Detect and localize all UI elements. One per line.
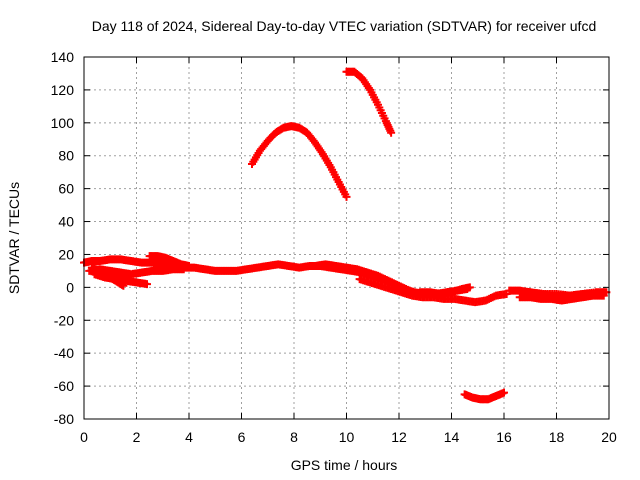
y-tick-label: -20: [54, 312, 74, 328]
series-arc-14: [460, 388, 508, 404]
y-tick-label: 20: [58, 246, 74, 262]
x-tick-label: 16: [496, 429, 512, 445]
x-tick-label: 6: [238, 429, 246, 445]
series-arc-2: [85, 265, 188, 279]
y-tick-label: 120: [51, 82, 75, 98]
x-tick-label: 10: [339, 429, 355, 445]
data-point: [465, 283, 474, 292]
grid-lines: [84, 57, 609, 419]
data-point: [143, 280, 151, 289]
series-arc-13: [342, 67, 396, 137]
x-tick-label: 2: [133, 429, 141, 445]
x-tick-label: 0: [80, 429, 88, 445]
data-point: [500, 388, 508, 397]
y-axis-ticks: -80 -60 -40 -20 0 20 40 60 80 100 120 140: [51, 49, 609, 427]
x-tick-label: 8: [290, 429, 298, 445]
x-tick-label: 4: [185, 429, 193, 445]
x-axis-label: GPS time / hours: [291, 457, 398, 473]
y-tick-label: 140: [51, 49, 75, 65]
x-tick-label: 12: [391, 429, 407, 445]
data-point: [342, 192, 351, 201]
data-points: [80, 67, 611, 404]
data-point: [387, 128, 396, 137]
y-tick-label: 100: [51, 115, 75, 131]
x-tick-label: 14: [444, 429, 460, 445]
x-tick-label: 20: [601, 429, 617, 445]
x-tick-label: 18: [549, 429, 565, 445]
series-arc-4: [87, 263, 128, 290]
y-axis-label: SDTVAR / TECUs: [6, 182, 22, 294]
y-tick-label: 80: [58, 148, 74, 164]
y-tick-label: 40: [58, 214, 74, 230]
series-arc-11: [526, 288, 611, 300]
series-arc-8: [416, 283, 474, 298]
chart-title: Day 118 of 2024, Sidereal Day-to-day VTE…: [92, 18, 596, 34]
data-point: [119, 281, 128, 290]
series-arc-12: [248, 122, 351, 201]
data-point: [185, 261, 193, 270]
y-tick-label: -80: [54, 411, 74, 427]
y-tick-label: 0: [66, 279, 74, 295]
x-axis-ticks: 0 2 4 6 8 10 12 14 16 18 20: [80, 57, 617, 445]
y-tick-label: -60: [54, 378, 74, 394]
y-tick-label: 60: [58, 181, 74, 197]
y-tick-label: -40: [54, 345, 74, 361]
series-arc-5: [145, 252, 193, 270]
